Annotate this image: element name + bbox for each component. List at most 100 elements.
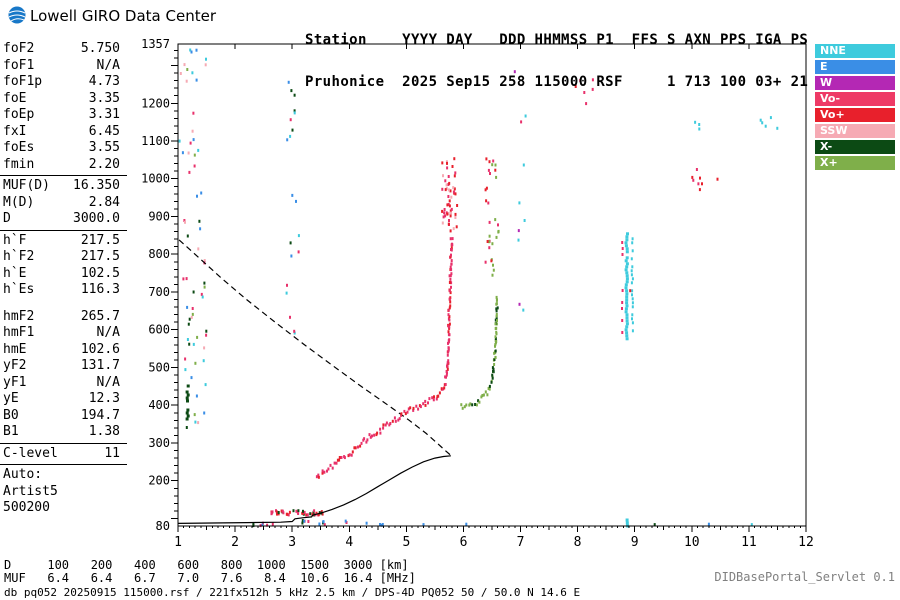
echo-type-legend: NNE E W Vo- Vo+ SSW X- X+: [815, 44, 895, 172]
param-label: foEp: [3, 107, 35, 122]
param-value: 194.7: [80, 407, 120, 423]
param-label: hmF1: [3, 325, 35, 340]
o-mode-trace: [315, 237, 454, 479]
param-label: yF2: [3, 358, 27, 373]
servlet-version: DIDBasePortal_Servlet 0.1: [714, 570, 895, 584]
y-tick-label: 1200: [141, 96, 170, 110]
param-row-hEs: h`Es 116.3: [0, 282, 128, 299]
param-label: B1: [3, 424, 19, 439]
panel-divider: [0, 229, 127, 231]
station-header-line1: Station YYYY DAY DDD HHMMSS P1 FFS S AXN…: [305, 32, 809, 48]
param-label: 500200: [3, 500, 50, 515]
param-row-hF: h`F 217.5: [0, 233, 128, 250]
param-value: 217.5: [80, 249, 120, 264]
param-label: foF1: [3, 57, 35, 73]
param-label: M(D): [3, 194, 35, 210]
param-value: 265.7: [80, 308, 120, 324]
electron-density-profile: [177, 455, 451, 524]
param-row-fmin: fmin 2.20: [0, 157, 128, 174]
y-tick-label: 200: [148, 474, 170, 488]
legend-item-nne: NNE: [815, 44, 895, 58]
param-value: 12.3: [88, 391, 120, 406]
param-row-MUFD: MUF(D) 16.350: [0, 178, 128, 195]
param-value: N/A: [96, 57, 120, 73]
param-label: hmE: [3, 341, 27, 357]
param-label: foEs: [3, 140, 35, 155]
app-title: Lowell GIRO Data Center: [30, 7, 216, 25]
param-row-foF2: foF2 5.750: [0, 41, 128, 58]
param-value: 5.750: [80, 41, 120, 56]
param-label: fxI: [3, 123, 27, 139]
legend-item-xminus: X-: [815, 140, 895, 154]
param-label: yF1: [3, 374, 27, 390]
legend-item-vominus: Vo-: [815, 92, 895, 106]
param-row-fxI: fxI 6.45: [0, 124, 128, 141]
station-header: Station YYYY DAY DDD HHMMSS P1 FFS S AXN…: [305, 5, 808, 103]
param-label: Auto:: [3, 467, 43, 482]
y-tick-label: 600: [148, 323, 170, 337]
y-tick-label: 900: [148, 210, 170, 224]
legend-item-e: E: [815, 60, 895, 74]
panel-divider: [0, 175, 127, 176]
panel-divider: [0, 464, 127, 465]
param-value: N/A: [96, 374, 120, 390]
x-tick-label: 1: [174, 535, 182, 550]
param-row-D: D 3000.0: [0, 211, 128, 228]
param-row-Auto: Auto:: [0, 467, 128, 484]
x-tick-label: 10: [684, 535, 700, 550]
param-label: foF2: [3, 41, 35, 56]
param-value: 2.84: [88, 194, 120, 210]
y-tick-label: 800: [148, 247, 170, 261]
x-tick-label: 5: [402, 535, 410, 550]
legend-item-voplus: Vo+: [815, 108, 895, 122]
x-tick-label: 2: [231, 535, 239, 550]
param-value: N/A: [96, 325, 120, 340]
y-tick-label: 400: [148, 398, 170, 412]
param-row-500200: 500200: [0, 500, 128, 517]
y-tick-label: 500: [148, 361, 170, 375]
x-tick-label: 4: [345, 535, 353, 550]
x-tick-label: 11: [741, 535, 757, 550]
param-value: 16.350: [73, 178, 120, 193]
param-row-foEs: foEs 3.55: [0, 140, 128, 157]
param-label: yE: [3, 391, 19, 406]
param-label: h`E: [3, 265, 27, 281]
param-row-foF1: foF1 N/A: [0, 58, 128, 75]
param-value: 6.45: [88, 123, 120, 139]
distance-row: D 100 200 400 600 800 1000 1500 3000 [km…: [4, 558, 409, 572]
param-value: 3000.0: [73, 211, 120, 226]
axis-labels: 1357120011001000900800700600500400300200…: [141, 37, 814, 550]
param-value: 1.38: [88, 424, 120, 439]
param-label: h`Es: [3, 282, 35, 297]
param-value: 217.5: [80, 232, 120, 248]
legend-item-ssw: SSW: [815, 124, 895, 138]
param-row-foF1p: foF1p 4.73: [0, 74, 128, 91]
x-tick-label: 6: [460, 535, 468, 550]
param-row-yE: yE 12.3: [0, 391, 128, 408]
x-tick-label: 12: [798, 535, 814, 550]
param-row-hmF1: hmF1 N/A: [0, 325, 128, 342]
param-row-Clevel: C-level 11: [0, 446, 128, 463]
param-label: C-level: [3, 445, 58, 461]
param-value: 102.6: [80, 341, 120, 357]
param-label: B0: [3, 407, 19, 423]
param-value: 3.31: [88, 107, 120, 122]
y-tick-label: 700: [148, 285, 170, 299]
param-row-Artist5: Artist5: [0, 484, 128, 501]
param-label: Artist5: [3, 483, 58, 499]
param-label: foF1p: [3, 74, 43, 89]
param-row-MD: M(D) 2.84: [0, 195, 128, 212]
param-row-B1: B1 1.38: [0, 424, 128, 441]
x-tick-label: 3: [288, 535, 296, 550]
param-value: 3.35: [88, 90, 120, 106]
parameter-panel: foF2 5.750 foF1 N/A foF1p 4.73 foE 3.35 foEp 3.31…: [0, 41, 128, 517]
x-tick-label: 8: [574, 535, 582, 550]
param-label: MUF(D): [3, 178, 50, 193]
legend-item-xplus: X+: [815, 156, 895, 170]
muf-row: MUF 6.4 6.4 6.7 7.0 7.6 8.4 10.6 16.4 [M…: [4, 571, 416, 585]
param-value: 11: [104, 445, 120, 461]
param-value: 102.5: [80, 265, 120, 281]
param-value: 4.73: [88, 74, 120, 89]
panel-divider: [0, 442, 127, 444]
param-label: h`F: [3, 232, 27, 248]
